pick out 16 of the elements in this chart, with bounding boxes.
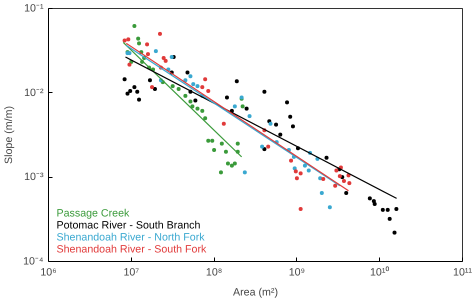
y-axis-title: Slope (m/m) bbox=[3, 106, 16, 164]
y-tick-label: 10⁻² bbox=[24, 86, 44, 99]
y-tick-label: 10⁻³ bbox=[24, 171, 44, 184]
x-tick-label: 10⁸ bbox=[206, 266, 222, 278]
x-tick-label: 10⁹ bbox=[288, 266, 306, 278]
y-tick-label: 10⁻¹ bbox=[24, 2, 44, 14]
y-tick-label: 10⁻⁴ bbox=[23, 256, 44, 268]
text: Passage Creek bbox=[56, 208, 130, 220]
text: Shenandoah River - South Fork bbox=[56, 244, 208, 256]
text: Potomac River - South Branch bbox=[56, 220, 200, 232]
x-tick-label: 10¹¹ bbox=[453, 266, 472, 278]
text: Shenandoah River - North Fork bbox=[56, 232, 206, 244]
x-tick-label: 10⁶ bbox=[40, 266, 57, 278]
x-axis-title: Area (m²) bbox=[233, 286, 278, 298]
x-tick-label: 10⁷ bbox=[123, 266, 140, 278]
x-tick-label: 10¹⁰ bbox=[370, 266, 390, 278]
